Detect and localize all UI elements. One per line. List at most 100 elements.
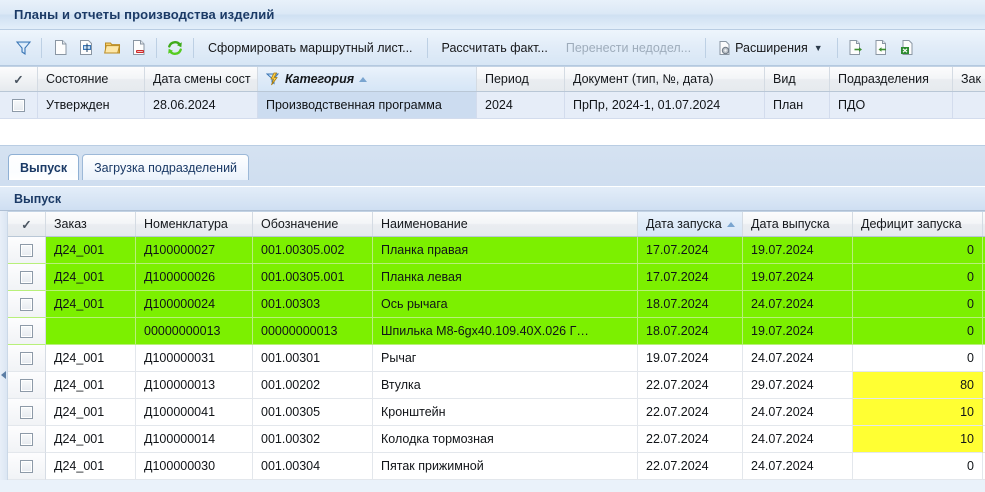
cell-check[interactable] [8, 453, 46, 480]
table-row[interactable]: Д24_001 Д100000024 001.00303 Ось рычага 18.0… [8, 291, 985, 318]
column-header-date[interactable]: Дата смены сост [145, 67, 258, 91]
cell-name: Планка левая [373, 264, 638, 291]
row-checkbox[interactable] [20, 324, 33, 338]
new-document-icon[interactable] [47, 35, 73, 61]
row-checkbox[interactable] [20, 270, 33, 284]
open-folder-icon[interactable] [99, 35, 125, 61]
column-header-desig[interactable]: Обозначение [253, 212, 373, 236]
cell-check[interactable] [8, 291, 46, 318]
column-header-label: Состояние [46, 72, 109, 86]
table-row[interactable]: 00000000013 00000000013 Шпилька М8-6gx40.1… [8, 318, 985, 345]
cell-defic: 0 [853, 264, 983, 291]
row-checkbox[interactable] [20, 351, 33, 365]
calculate-fact-button[interactable]: Рассчитать факт... [441, 40, 548, 55]
row-checkbox[interactable] [20, 405, 33, 419]
cell-extra [983, 318, 985, 345]
cell-check[interactable] [8, 264, 46, 291]
output-grid-header: ✓ Заказ Номенклатура Обозначение Наименовани… [8, 211, 985, 237]
cell-end: 19.07.2024 [743, 237, 853, 264]
column-header-nom[interactable]: Номенклатура [136, 212, 253, 236]
column-header-label: Дата смены сост [153, 72, 251, 86]
table-row[interactable]: Д24_001 Д100000030 001.00304 Пятак прижимно… [8, 453, 985, 480]
collapse-panel-arrow-icon[interactable] [1, 371, 6, 379]
table-row[interactable]: Д24_001 Д100000026 001.00305.001 Планка лев… [8, 264, 985, 291]
column-header-label: Дата запуска [646, 217, 722, 231]
cell-check[interactable] [0, 92, 38, 119]
tab-department-load[interactable]: Загрузка подразделений [82, 154, 250, 180]
cell-nom: Д100000030 [136, 453, 253, 480]
build-route-sheet-button[interactable]: Сформировать маршрутный лист... [208, 40, 413, 55]
cell-defic: 0 [853, 453, 983, 480]
column-header-doc[interactable]: Документ (тип, №, дата) [565, 67, 765, 91]
toolbar-separator [41, 37, 42, 58]
cell-defic: 10 [853, 426, 983, 453]
column-header-kind[interactable]: Вид [765, 67, 830, 91]
cell-end: 29.07.2024 [743, 372, 853, 399]
table-row[interactable]: Утвержден 28.06.2024 Производственная прог… [0, 92, 985, 119]
row-checkbox[interactable] [20, 459, 33, 473]
cell-name: Планка правая [373, 237, 638, 264]
filter-icon[interactable] [10, 35, 36, 61]
cell-start: 19.07.2024 [638, 345, 743, 372]
column-header-label: Заказ [54, 217, 87, 231]
cell-desig: 001.00301 [253, 345, 373, 372]
row-checkbox[interactable] [20, 243, 33, 257]
refresh-icon[interactable] [162, 35, 188, 61]
table-row[interactable]: Д24_001 Д100000041 001.00305 Кронштейн 22.07… [8, 399, 985, 426]
cell-desig: 001.00303 [253, 291, 373, 318]
document-grid-header: ✓ Состояние Дата смены сост Категория Период… [0, 66, 985, 92]
column-header-label: Дата выпуска [751, 217, 830, 231]
row-checkbox[interactable] [12, 98, 25, 112]
cell-order: Д24_001 [46, 291, 136, 318]
row-checkbox[interactable] [20, 297, 33, 311]
export-document-icon[interactable] [843, 35, 869, 61]
cell-check[interactable] [8, 237, 46, 264]
table-row[interactable]: Д24_001 Д100000027 001.00305.002 Планка пра… [8, 237, 985, 264]
column-header-order[interactable]: Зак [953, 67, 985, 91]
cell-name: Пятак прижимной [373, 453, 638, 480]
column-header-cat[interactable]: Категория [258, 67, 477, 91]
row-checkbox[interactable] [20, 432, 33, 446]
document-grid-wrapper: ✓ Состояние Дата смены сост Категория Период… [0, 66, 985, 145]
copy-document-icon[interactable] [73, 35, 99, 61]
cell-check[interactable] [8, 372, 46, 399]
cell-check[interactable] [8, 318, 46, 345]
column-header-start[interactable]: Дата запуска [638, 212, 743, 236]
column-header-name[interactable]: Наименование [373, 212, 638, 236]
column-header-dept[interactable]: Подразделения [830, 67, 953, 91]
column-header-period[interactable]: Период [477, 67, 565, 91]
cell-defic: 0 [853, 318, 983, 345]
cell-check[interactable] [8, 399, 46, 426]
cell-desig: 001.00202 [253, 372, 373, 399]
column-header-label: Период [485, 72, 529, 86]
document-grid: ✓ Состояние Дата смены сост Категория Период… [0, 66, 985, 119]
column-header-order[interactable]: Заказ [46, 212, 136, 236]
column-header-check[interactable]: ✓ [8, 212, 46, 236]
excel-export-icon[interactable] [895, 35, 921, 61]
table-row[interactable]: Д24_001 Д100000014 001.00302 Колодка тормоз… [8, 426, 985, 453]
cell-name: Шпилька М8-6gx40.109.40Х.026 Г… [373, 318, 638, 345]
cell-extra [983, 426, 985, 453]
cell-check[interactable] [8, 345, 46, 372]
cell-check[interactable] [8, 426, 46, 453]
cell-defic: 0 [853, 237, 983, 264]
cell-name: Ось рычага [373, 291, 638, 318]
cell-extra [983, 453, 985, 480]
column-header-label: Номенклатура [144, 217, 228, 231]
tab-output[interactable]: Выпуск [8, 154, 80, 180]
delete-document-icon[interactable] [125, 35, 151, 61]
row-checkbox[interactable] [20, 378, 33, 392]
column-header-check[interactable]: ✓ [0, 67, 38, 91]
cell-start: 22.07.2024 [638, 372, 743, 399]
column-header-state[interactable]: Состояние [38, 67, 145, 91]
table-row[interactable]: Д24_001 Д100000013 001.00202 Втулка 22.07.20… [8, 372, 985, 399]
column-header-defic[interactable]: Дефицит запуска [853, 212, 983, 236]
column-header-end[interactable]: Дата выпуска [743, 212, 853, 236]
table-row[interactable]: Д24_001 Д100000031 001.00301 Рычаг 19.07.202… [8, 345, 985, 372]
extensions-menu-button[interactable]: Расширения ▼ [711, 35, 832, 61]
cell-end: 19.07.2024 [743, 318, 853, 345]
import-document-icon[interactable] [869, 35, 895, 61]
cell-end: 24.07.2024 [743, 291, 853, 318]
cell-start: 22.07.2024 [638, 453, 743, 480]
